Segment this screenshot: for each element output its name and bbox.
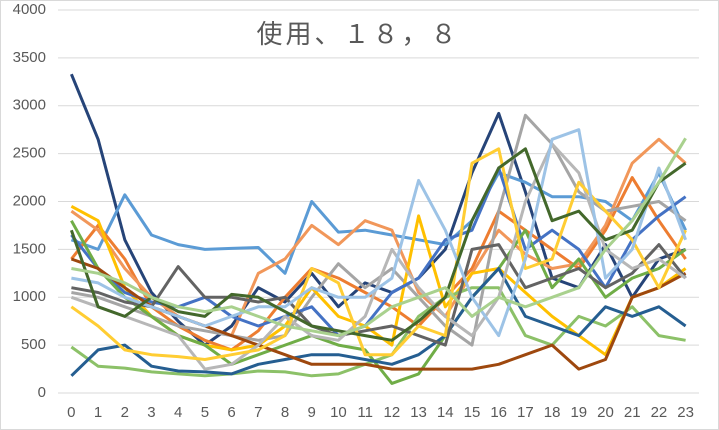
x-tick-label: 6	[227, 404, 235, 421]
x-tick-label: 21	[624, 404, 641, 421]
x-tick-label: 19	[570, 404, 587, 421]
x-tick-label: 23	[677, 404, 694, 421]
x-tick-label: 22	[651, 404, 668, 421]
x-tick-label: 4	[174, 404, 182, 421]
x-tick-label: 5	[201, 404, 209, 421]
y-tick-label: 2500	[13, 145, 46, 162]
series-line	[69, 147, 687, 342]
x-tick-label: 17	[517, 404, 534, 421]
y-tick-label: 4000	[13, 1, 46, 18]
x-tick-label: 3	[147, 404, 155, 421]
x-tick-label: 9	[308, 404, 316, 421]
series-line	[71, 128, 688, 338]
x-tick-label: 7	[254, 404, 262, 421]
x-tick-label: 14	[437, 404, 454, 421]
x-tick-label: 18	[544, 404, 561, 421]
y-tick-label: 3000	[13, 97, 46, 114]
series-line	[70, 171, 687, 275]
series-line	[70, 147, 687, 361]
y-tick-label: 1500	[13, 240, 46, 257]
series-line	[71, 113, 687, 347]
series-line	[71, 137, 687, 338]
x-tick-label: 16	[490, 404, 507, 421]
x-tick-label: 10	[330, 404, 347, 421]
x-tick-label: 20	[597, 404, 614, 421]
x-tick-label: 12	[384, 404, 401, 421]
y-tick-label: 0	[38, 384, 46, 401]
x-tick-label: 2	[121, 404, 129, 421]
y-tick-label: 3500	[13, 49, 46, 66]
series-line	[70, 176, 687, 352]
x-tick-label: 13	[410, 404, 427, 421]
series-line	[71, 243, 687, 347]
y-tick-label: 1000	[13, 288, 46, 305]
x-tick-label: 8	[281, 404, 289, 421]
x-tick-label: 11	[357, 404, 373, 421]
chart-title: 使用、１８，８	[256, 19, 459, 49]
y-tick-label: 2000	[13, 192, 46, 209]
series-line	[70, 286, 686, 378]
series-line	[70, 267, 687, 377]
y-tick-label: 500	[21, 336, 46, 353]
x-tick-label: 1	[94, 404, 102, 421]
x-tick-label: 0	[67, 404, 75, 421]
x-tick-label: 15	[464, 404, 481, 421]
